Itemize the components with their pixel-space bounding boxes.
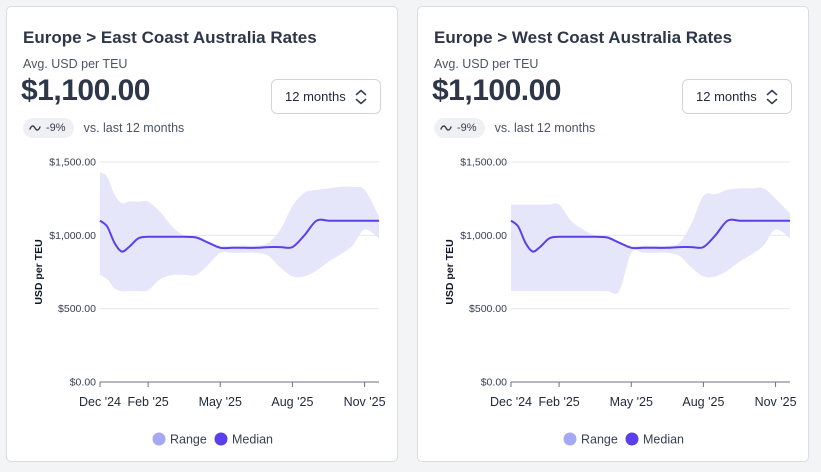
y-tick-label: $1,500.00 [49, 157, 96, 169]
y-tick-label: $0.00 [70, 377, 96, 389]
period-select[interactable]: 12 months [682, 79, 792, 114]
x-tick-label: Nov '25 [755, 395, 797, 409]
chevron-up-down-icon [766, 89, 778, 105]
x-tick-label: Feb '25 [127, 395, 168, 409]
change-comparison-text: vs. last 12 months [494, 121, 596, 135]
legend-label-range: Range [581, 433, 618, 447]
rate-card-west: Europe > West Coast Australia Rates Avg.… [417, 6, 809, 462]
wave-icon [29, 125, 41, 131]
y-tick-label: $500.00 [58, 303, 96, 315]
period-select-label: 12 months [285, 89, 346, 104]
chart-legend: Range Median [152, 432, 273, 447]
change-row: -9% vs. last 12 months [434, 118, 595, 138]
y-tick-label: $1,000.00 [49, 230, 96, 242]
period-select[interactable]: 12 months [271, 79, 381, 114]
legend-marker-range [563, 432, 577, 446]
rate-card-east: Europe > East Coast Australia Rates Avg.… [6, 6, 398, 462]
range-band [511, 187, 790, 294]
metric-label: Avg. USD per TEU [434, 57, 539, 71]
change-badge: -9% [23, 118, 74, 138]
change-percent: -9% [46, 122, 66, 134]
x-tick-label: May '25 [610, 395, 653, 409]
range-band [100, 172, 379, 292]
chevron-up-down-icon [355, 89, 367, 105]
x-tick-label: Nov '25 [344, 395, 386, 409]
legend-label-median: Median [232, 433, 273, 447]
legend-marker-median [625, 432, 639, 446]
legend-label-range: Range [170, 433, 207, 447]
y-tick-label: $500.00 [469, 303, 507, 315]
x-tick-label: Aug '25 [271, 395, 313, 409]
y-tick-label: $1,500.00 [460, 157, 507, 169]
x-tick-label: Feb '25 [538, 395, 579, 409]
legend-marker-median [214, 432, 228, 446]
x-tick-label: Dec '24 [490, 395, 532, 409]
wave-icon [440, 125, 452, 131]
change-comparison-text: vs. last 12 months [83, 121, 185, 135]
y-tick-label: $0.00 [481, 377, 507, 389]
legend-label-median: Median [643, 433, 684, 447]
x-tick-label: Dec '24 [79, 395, 121, 409]
metric-value: $1,100.00 [432, 74, 561, 107]
median-line [510, 218, 790, 253]
y-axis-label: USD per TEU [444, 239, 456, 304]
legend-marker-range [152, 432, 166, 446]
change-badge: -9% [434, 118, 485, 138]
median-line [99, 218, 379, 253]
rate-chart: $0.00 $500.00 $1,000.00 $1,500.00 Dec '24 Feb… [444, 157, 797, 447]
x-tick-label: May '25 [199, 395, 242, 409]
metric-value: $1,100.00 [21, 74, 150, 107]
change-row: -9% vs. last 12 months [23, 118, 184, 138]
card-title: Europe > East Coast Australia Rates [23, 28, 317, 47]
y-axis-label: USD per TEU [33, 239, 45, 304]
x-tick-label: Aug '25 [682, 395, 724, 409]
metric-label: Avg. USD per TEU [23, 57, 128, 71]
period-select-label: 12 months [696, 89, 757, 104]
y-tick-label: $1,000.00 [460, 230, 507, 242]
chart-legend: Range Median [563, 432, 684, 447]
change-percent: -9% [457, 122, 477, 134]
card-title: Europe > West Coast Australia Rates [434, 28, 733, 47]
rate-chart: $0.00 $500.00 $1,000.00 $1,500.00 Dec '24 Feb… [33, 157, 386, 447]
